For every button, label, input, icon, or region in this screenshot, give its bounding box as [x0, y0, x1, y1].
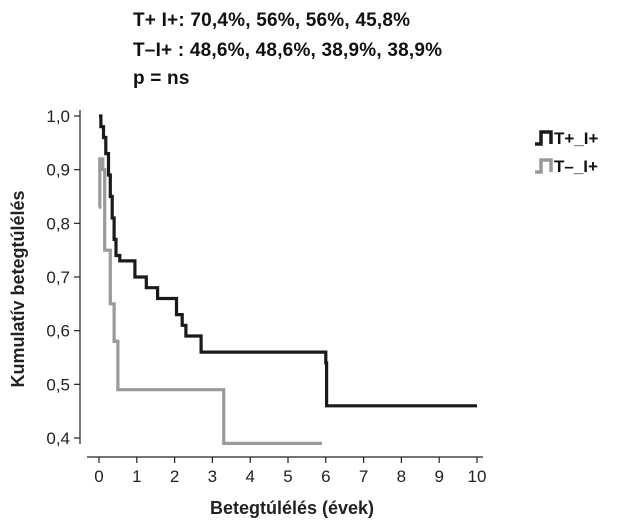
legend-label: T–_I+: [554, 157, 598, 176]
y-tick-label: 0,5: [46, 375, 70, 394]
y-tick-label: 0,4: [46, 429, 70, 448]
legend: T+_I+ T–_I+: [535, 129, 598, 176]
y-tick-label: 0,7: [46, 268, 70, 287]
y-tick-label: 1,0: [46, 107, 70, 126]
y-tick-label: 0,6: [46, 322, 70, 341]
x-tick-label: 8: [397, 467, 406, 486]
x-tick-label: 10: [468, 467, 487, 486]
series-layer: [98, 114, 477, 445]
legend-label: T+_I+: [554, 129, 598, 148]
x-tick-label: 1: [132, 467, 141, 486]
legend-swatch: [535, 130, 553, 146]
x-tick-label: 5: [283, 467, 292, 486]
series-line-t-plus-i-plus: [99, 114, 477, 408]
x-tick-label: 4: [245, 467, 254, 486]
x-tick-label: 2: [170, 467, 179, 486]
x-tick-label: 0: [94, 467, 103, 486]
x-tick-label: 9: [434, 467, 443, 486]
x-tick-label: 6: [321, 467, 330, 486]
annotation-t-minus: T–I+ : 48,6%, 48,6%, 38,9%, 38,9%: [133, 40, 443, 61]
series-line-t-minus-i-plus: [98, 157, 322, 445]
axes: 0,4 0,5 0,6 0,7 0,8 0,9 1,0 0 1 2 3 4 5 6 7 8 9 10: [46, 107, 486, 486]
y-axis-title: Kumulatív betegtúlélés: [8, 190, 28, 387]
annotation-t-plus: T+ I+: 70,4%, 56%, 56%, 45,8%: [133, 10, 411, 31]
y-tick-label: 0,9: [46, 161, 70, 180]
legend-swatch: [535, 158, 553, 174]
x-tick-label: 7: [359, 467, 368, 486]
x-axis-title: Betegtúlélés (évek): [210, 498, 374, 518]
x-tick-label: 3: [208, 467, 217, 486]
annotation-p-value: p = ns: [133, 68, 190, 89]
y-tick-label: 0,8: [46, 214, 70, 233]
